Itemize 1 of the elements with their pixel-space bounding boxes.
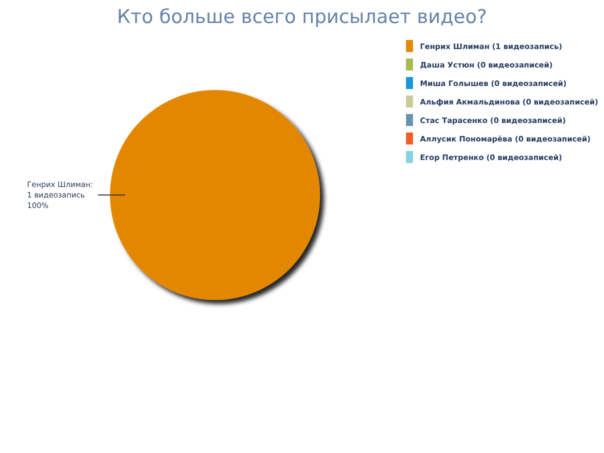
chart-title: Кто больше всего присылает видео? (117, 6, 487, 28)
